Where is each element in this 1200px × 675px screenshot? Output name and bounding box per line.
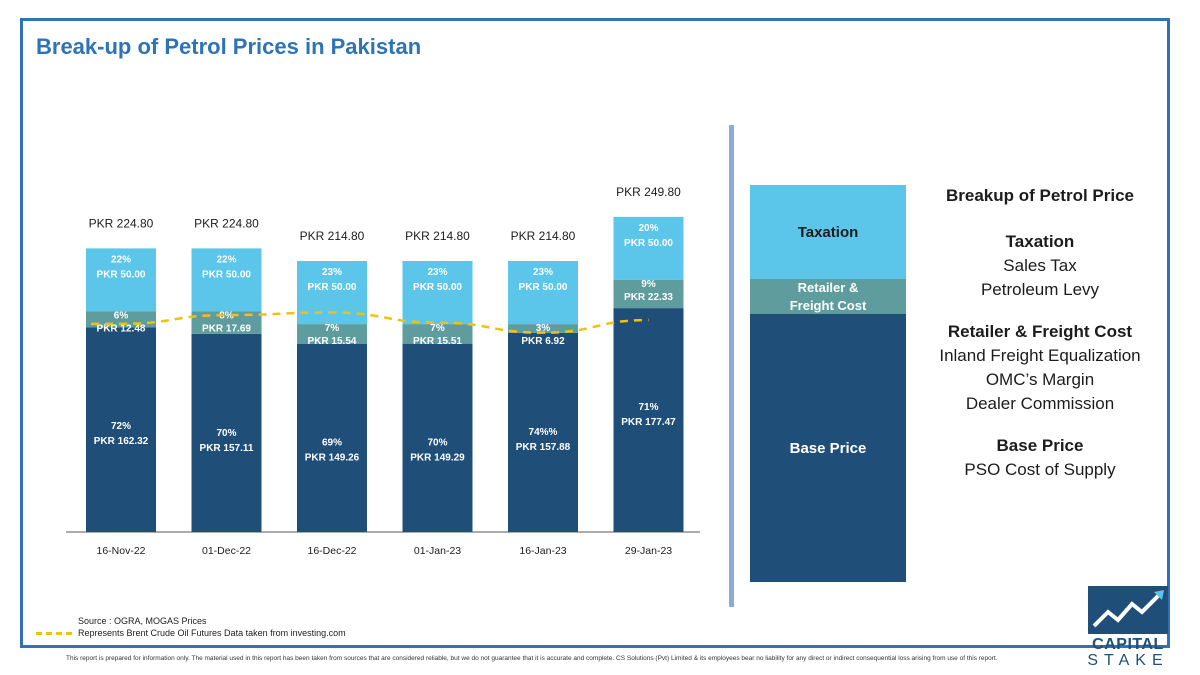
data-label-retail-value: PKR 12.48	[97, 323, 146, 334]
breakup-title: Breakup of Petrol Price	[945, 186, 1134, 205]
bar-segment-base	[402, 343, 473, 532]
bar-segment-base	[86, 327, 156, 532]
data-label-tax-pct: 23%	[322, 267, 342, 278]
data-label-base-value: PKR 149.26	[305, 453, 360, 464]
data-label-tax-pct: 20%	[638, 223, 658, 234]
bar-segment-retail	[191, 311, 262, 334]
data-label-base-pct: 71%	[638, 402, 658, 413]
data-label-retail-pct: 7%	[430, 323, 445, 334]
total-label: PKR 224.80	[89, 216, 154, 230]
data-label-tax-pct: 23%	[427, 267, 447, 278]
x-tick-label: 16-Dec-22	[307, 545, 356, 557]
data-label-base-pct: 70%	[216, 428, 236, 439]
capital-stake-logo: CAPITAL STAKE	[1084, 586, 1172, 672]
data-label-tax-value: PKR 50.00	[308, 282, 357, 293]
data-label-tax-pct: 23%	[533, 267, 553, 278]
line-legend: Represents Brent Crude Oil Futures Data …	[36, 628, 346, 638]
divider	[729, 125, 734, 607]
total-label: PKR 214.80	[300, 229, 365, 243]
page-title: Break-up of Petrol Prices in Pakistan	[36, 34, 422, 59]
total-label: PKR 214.80	[511, 229, 576, 243]
logo-text-capital: CAPITAL	[1092, 636, 1164, 653]
source-note: Source : OGRA, MOGAS Prices	[78, 616, 207, 626]
bar-segment-tax	[191, 248, 262, 312]
breakup-item: Dealer Commission	[965, 394, 1115, 413]
x-tick-label: 01-Jan-23	[414, 545, 461, 557]
data-label-retail-value: PKR 15.51	[413, 336, 462, 347]
breakup-item: Sales Tax	[1003, 256, 1077, 275]
bar-segment-retail	[297, 324, 367, 344]
total-label: PKR 224.80	[194, 216, 259, 230]
brent-crude-line	[91, 311, 649, 334]
x-tick-label: 29-Jan-23	[625, 545, 672, 557]
legend-label-retail: Retailer & Freight Cost	[789, 279, 867, 313]
breakup-group-title: Taxation	[1005, 232, 1075, 251]
data-label-base-pct: 69%	[322, 438, 342, 449]
stacked-bar-chart: 22% PKR 50.00 6% PKR 12.48 72% PKR 162.32 PKR …	[66, 185, 700, 557]
legend-segment-retail: Retailer & Freight Cost	[750, 279, 906, 314]
data-label-base-value: PKR 157.11	[200, 443, 254, 454]
legend-label-taxation: Taxation	[797, 223, 859, 241]
data-label-retail-pct: 6%	[114, 310, 129, 321]
bar-segment-retail	[508, 324, 578, 333]
line-legend-label: Represents Brent Crude Oil Futures Data …	[78, 628, 346, 638]
x-tick-label: 01-Dec-22	[202, 545, 251, 557]
bar-segment-tax	[402, 261, 473, 325]
breakup-item: OMC’s Margin	[985, 370, 1095, 389]
data-label-tax-value: PKR 50.00	[97, 269, 146, 280]
total-label: PKR 249.80	[616, 185, 681, 199]
data-label-base-value: PKR 162.32	[94, 436, 149, 447]
data-label-base-pct: 70%	[427, 438, 447, 449]
report-frame	[20, 18, 1170, 648]
data-label-retail-value: PKR 6.92	[521, 336, 565, 347]
bar-segment-base	[191, 333, 262, 532]
data-label-tax-value: PKR 50.00	[202, 269, 251, 280]
data-label-base-pct: 74%%	[529, 427, 558, 438]
legend-label-base: Base Price	[789, 439, 867, 457]
data-label-base-value: PKR 149.29	[410, 453, 465, 464]
x-tick-label: 16-Nov-22	[96, 545, 145, 557]
data-label-retail-pct: 3%	[536, 323, 551, 334]
data-label-tax-pct: 22%	[111, 254, 131, 265]
data-label-tax-value: PKR 50.00	[413, 282, 462, 293]
bar-segment-retail	[402, 324, 473, 344]
breakup-group-retail: Retailer & Freight Cost Inland Freight E…	[920, 320, 1160, 416]
data-label-base-value: PKR 157.88	[516, 442, 571, 453]
legend-segment-base: Base Price	[750, 314, 906, 582]
breakup-group-base: Base Price PSO Cost of Supply	[920, 434, 1160, 482]
data-label-tax-value: PKR 50.00	[519, 282, 568, 293]
data-label-retail-pct: 8%	[219, 310, 234, 321]
bar-segment-tax	[86, 248, 156, 312]
logo-chart-icon	[1088, 586, 1168, 634]
breakup-item: Petroleum Levy	[980, 280, 1100, 299]
data-label-base-pct: 72%	[111, 421, 131, 432]
bar-segment-base	[508, 332, 578, 532]
legend-segment-taxation: Taxation	[750, 185, 906, 279]
x-tick-label: 16-Jan-23	[519, 545, 566, 557]
breakup-item: PSO Cost of Supply	[964, 460, 1116, 479]
bar-segment-base	[613, 308, 684, 532]
data-label-tax-value: PKR 50.00	[624, 238, 673, 249]
bar-segment-tax	[613, 216, 684, 280]
breakup-item: Inland Freight Equalization	[939, 346, 1141, 365]
bar-segment-base	[297, 343, 367, 532]
breakup-group-taxation: Taxation Sales Tax Petroleum Levy	[920, 230, 1160, 302]
data-label-retail-value: PKR 15.54	[308, 336, 357, 347]
bar-segment-tax	[508, 261, 578, 325]
data-label-retail-pct: 7%	[325, 323, 340, 334]
dashed-line-icon	[36, 631, 72, 635]
data-label-tax-pct: 22%	[216, 254, 236, 265]
data-label-retail-value: PKR 17.69	[202, 323, 251, 334]
data-label-retail-pct: 9%	[641, 279, 656, 290]
breakup-panel: Breakup of Petrol Price Taxation Sales T…	[920, 186, 1160, 500]
disclaimer: This report is prepared for information …	[66, 655, 998, 662]
logo-text-stake: STAKE	[1087, 652, 1169, 669]
breakup-group-title: Base Price	[996, 436, 1084, 455]
bar-segment-retail	[613, 279, 684, 309]
data-label-base-value: PKR 177.47	[621, 417, 676, 428]
total-label: PKR 214.80	[405, 229, 470, 243]
data-label-retail-value: PKR 22.33	[624, 292, 673, 303]
breakup-group-title: Retailer & Freight Cost	[947, 322, 1133, 341]
